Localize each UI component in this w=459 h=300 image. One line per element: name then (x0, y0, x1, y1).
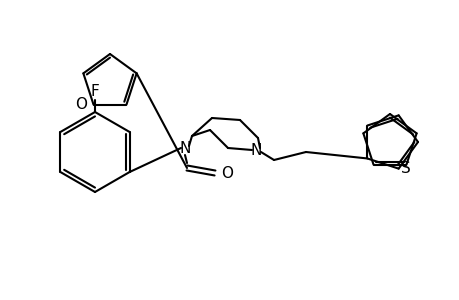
Text: O: O (220, 166, 233, 181)
Text: N: N (179, 140, 190, 155)
Text: N: N (250, 142, 261, 158)
Text: S: S (400, 161, 409, 176)
Text: O: O (75, 97, 87, 112)
Text: F: F (90, 84, 99, 99)
